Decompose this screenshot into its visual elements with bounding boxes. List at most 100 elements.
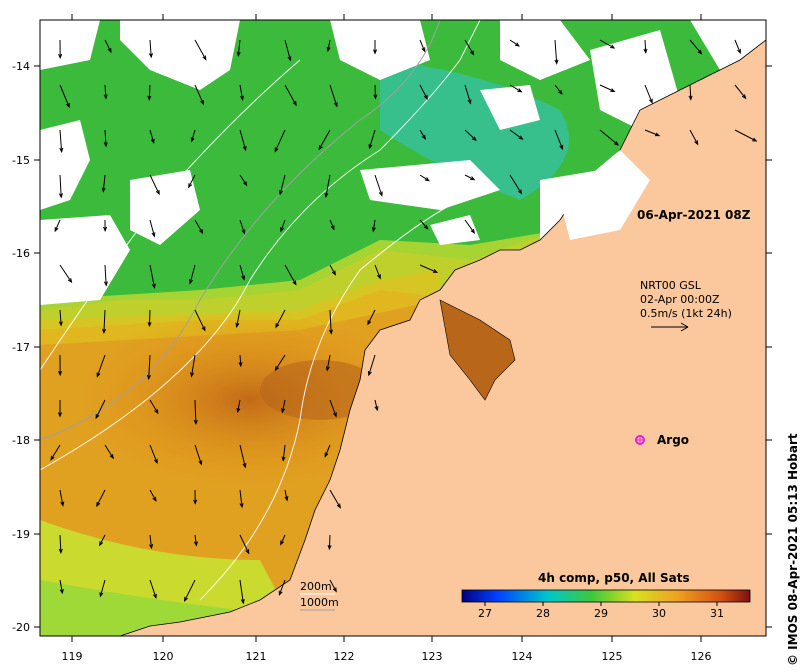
current-arrow-head (421, 134, 426, 141)
current-arrow-head (151, 283, 156, 289)
current-arrow-head (149, 544, 154, 550)
current-arrow (329, 309, 332, 334)
lat-tick-17: -17 (12, 341, 30, 354)
current-arrow-head (188, 183, 193, 189)
current-arrow (149, 174, 160, 195)
current-arrow (194, 534, 197, 546)
lon-tick-125: 125 (602, 650, 623, 663)
current-arrow (194, 444, 202, 465)
current-arrow (239, 264, 245, 280)
current-arrow-head (470, 176, 476, 181)
current-arrow (149, 264, 155, 288)
current-arrow-head (238, 362, 243, 368)
current-arrow (239, 84, 244, 100)
current-arrow-head (421, 47, 426, 53)
current-arrow (275, 354, 286, 371)
colorbar-tick-27: 27 (478, 607, 492, 620)
current-arrow-head (514, 42, 520, 47)
current-arrow (239, 489, 243, 508)
current-arrow-head (59, 147, 64, 153)
current-arrow (509, 39, 520, 47)
current-arrow-head (243, 181, 248, 187)
current-arrow-head (318, 145, 323, 151)
current-arrow-head (96, 501, 101, 508)
current-arrow-head (558, 89, 563, 95)
current-arrow-head (292, 101, 297, 107)
colorbar (461, 589, 751, 603)
current-arrow (59, 174, 62, 198)
current-arrow-head (737, 48, 741, 55)
current-arrow-head (469, 50, 475, 56)
current-arrow-head (326, 46, 331, 53)
current-arrow-head (278, 590, 283, 596)
current-arrow-head (471, 136, 477, 142)
current-arrow (329, 399, 337, 417)
current-arrow-head (239, 503, 244, 509)
current-arrow-head (554, 59, 559, 65)
current-arrow-head (367, 320, 372, 326)
current-arrow-head (58, 548, 63, 554)
current-arrow-head (741, 94, 747, 100)
lat-tick-18: -18 (12, 434, 30, 447)
lon-tick-124: 124 (512, 650, 533, 663)
current-arrow (689, 39, 702, 54)
current-arrow-head (330, 225, 335, 231)
current-arrow-head (200, 99, 204, 106)
current-arrow-head (54, 227, 59, 233)
current-arrow (96, 489, 106, 507)
current-arrow (274, 129, 286, 152)
lat-tick-20: -20 (12, 621, 30, 634)
current-arrow-head (50, 455, 55, 461)
current-arrow-head (517, 189, 523, 195)
lon-tick-120: 120 (153, 650, 174, 663)
current-arrow (329, 219, 335, 230)
current-arrow (326, 354, 331, 371)
current-arrow (189, 264, 196, 284)
current-arrow-head (59, 588, 64, 595)
current-arrow-head (378, 191, 383, 197)
current-arrow-head (432, 269, 439, 273)
current-arrow-head (150, 138, 155, 145)
current-arrow-head (151, 232, 156, 238)
current-arrow-head (688, 95, 693, 101)
current-arrow-head (245, 549, 250, 555)
current-arrow-head (148, 53, 153, 59)
current-arrow-head (610, 88, 616, 93)
current-arrow-head (241, 229, 246, 235)
current-arrow-head (240, 95, 244, 101)
bathymetry-contours (40, 20, 481, 601)
current-arrow-head (328, 329, 333, 335)
current-arrow (149, 489, 157, 502)
lon-tick-121: 121 (246, 650, 267, 663)
current-arrow-head (274, 147, 279, 153)
current-arrow (149, 534, 152, 549)
current-arrow-head (58, 370, 63, 377)
current-arrow (329, 84, 338, 107)
current-arrow-head (614, 141, 619, 146)
current-arrow (104, 84, 107, 99)
current-arrow (50, 444, 61, 460)
current-arrow-head (184, 596, 188, 602)
current-arrow (59, 129, 63, 152)
current-arrow-head (331, 270, 336, 276)
current-arrow-head (518, 135, 524, 140)
current-arrow (104, 444, 114, 459)
current-arrow (374, 399, 378, 411)
current-arrow-head (99, 592, 104, 598)
current-arrow (284, 264, 297, 285)
current-arrow (464, 219, 475, 234)
bathymetry-1000m (40, 20, 441, 441)
current-arrow (149, 399, 159, 414)
current-arrow-head (373, 49, 378, 55)
current-arrow (419, 174, 430, 182)
current-arrow (237, 399, 241, 412)
current-arrow-head (292, 280, 297, 286)
current-arrow (102, 174, 106, 192)
current-arrow (325, 174, 331, 197)
current-arrow (237, 39, 241, 56)
current-arrow-head (60, 501, 65, 507)
map-plot-area: Argo 06-Apr-2021 08Z NRT00 GSL 02-Apr 00… (40, 20, 766, 636)
current-arrow (239, 129, 247, 151)
current-arrow-head (274, 365, 279, 372)
